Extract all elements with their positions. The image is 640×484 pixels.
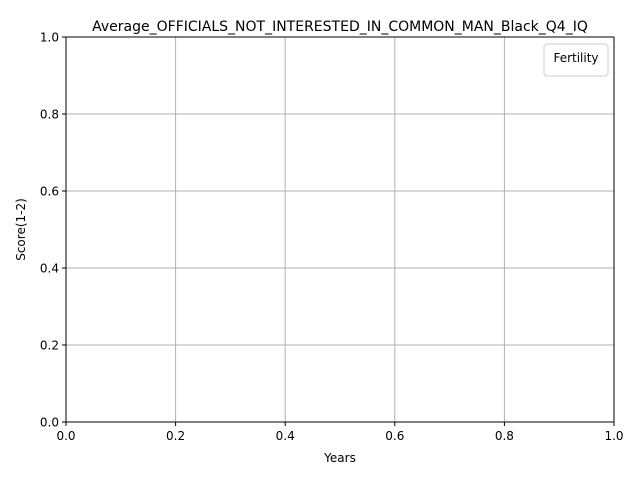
y-tick-label: 0.4 (40, 262, 59, 276)
x-axis-label: Years (323, 451, 356, 465)
x-tick-label: 1.0 (604, 429, 623, 443)
x-tick-label: 0.6 (385, 429, 404, 443)
y-tick-label: 0.0 (40, 416, 59, 430)
y-tick-label: 0.8 (40, 108, 59, 122)
y-tick-label: 0.2 (40, 339, 59, 353)
y-tick-label: 0.6 (40, 185, 59, 199)
x-tick-label: 0.0 (56, 429, 75, 443)
x-tick-label: 0.4 (276, 429, 295, 443)
y-axis-ticks: 0.0 0.2 0.4 0.6 0.8 1.0 (40, 31, 66, 430)
legend-title: Fertility (553, 51, 598, 65)
y-axis-label: Score(1-2) (14, 198, 28, 261)
x-tick-label: 0.8 (495, 429, 514, 443)
grid (65, 36, 615, 423)
chart-title: Average_OFFICIALS_NOT_INTERESTED_IN_COMM… (92, 19, 588, 35)
legend-box (543, 43, 609, 77)
plot-area-frame (65, 36, 615, 423)
x-tick-label: 0.2 (166, 429, 185, 443)
x-axis-ticks: 0.0 0.2 0.4 0.6 0.8 1.0 (56, 422, 624, 443)
y-tick-label: 1.0 (40, 31, 59, 45)
legend: Fertility (543, 43, 609, 77)
